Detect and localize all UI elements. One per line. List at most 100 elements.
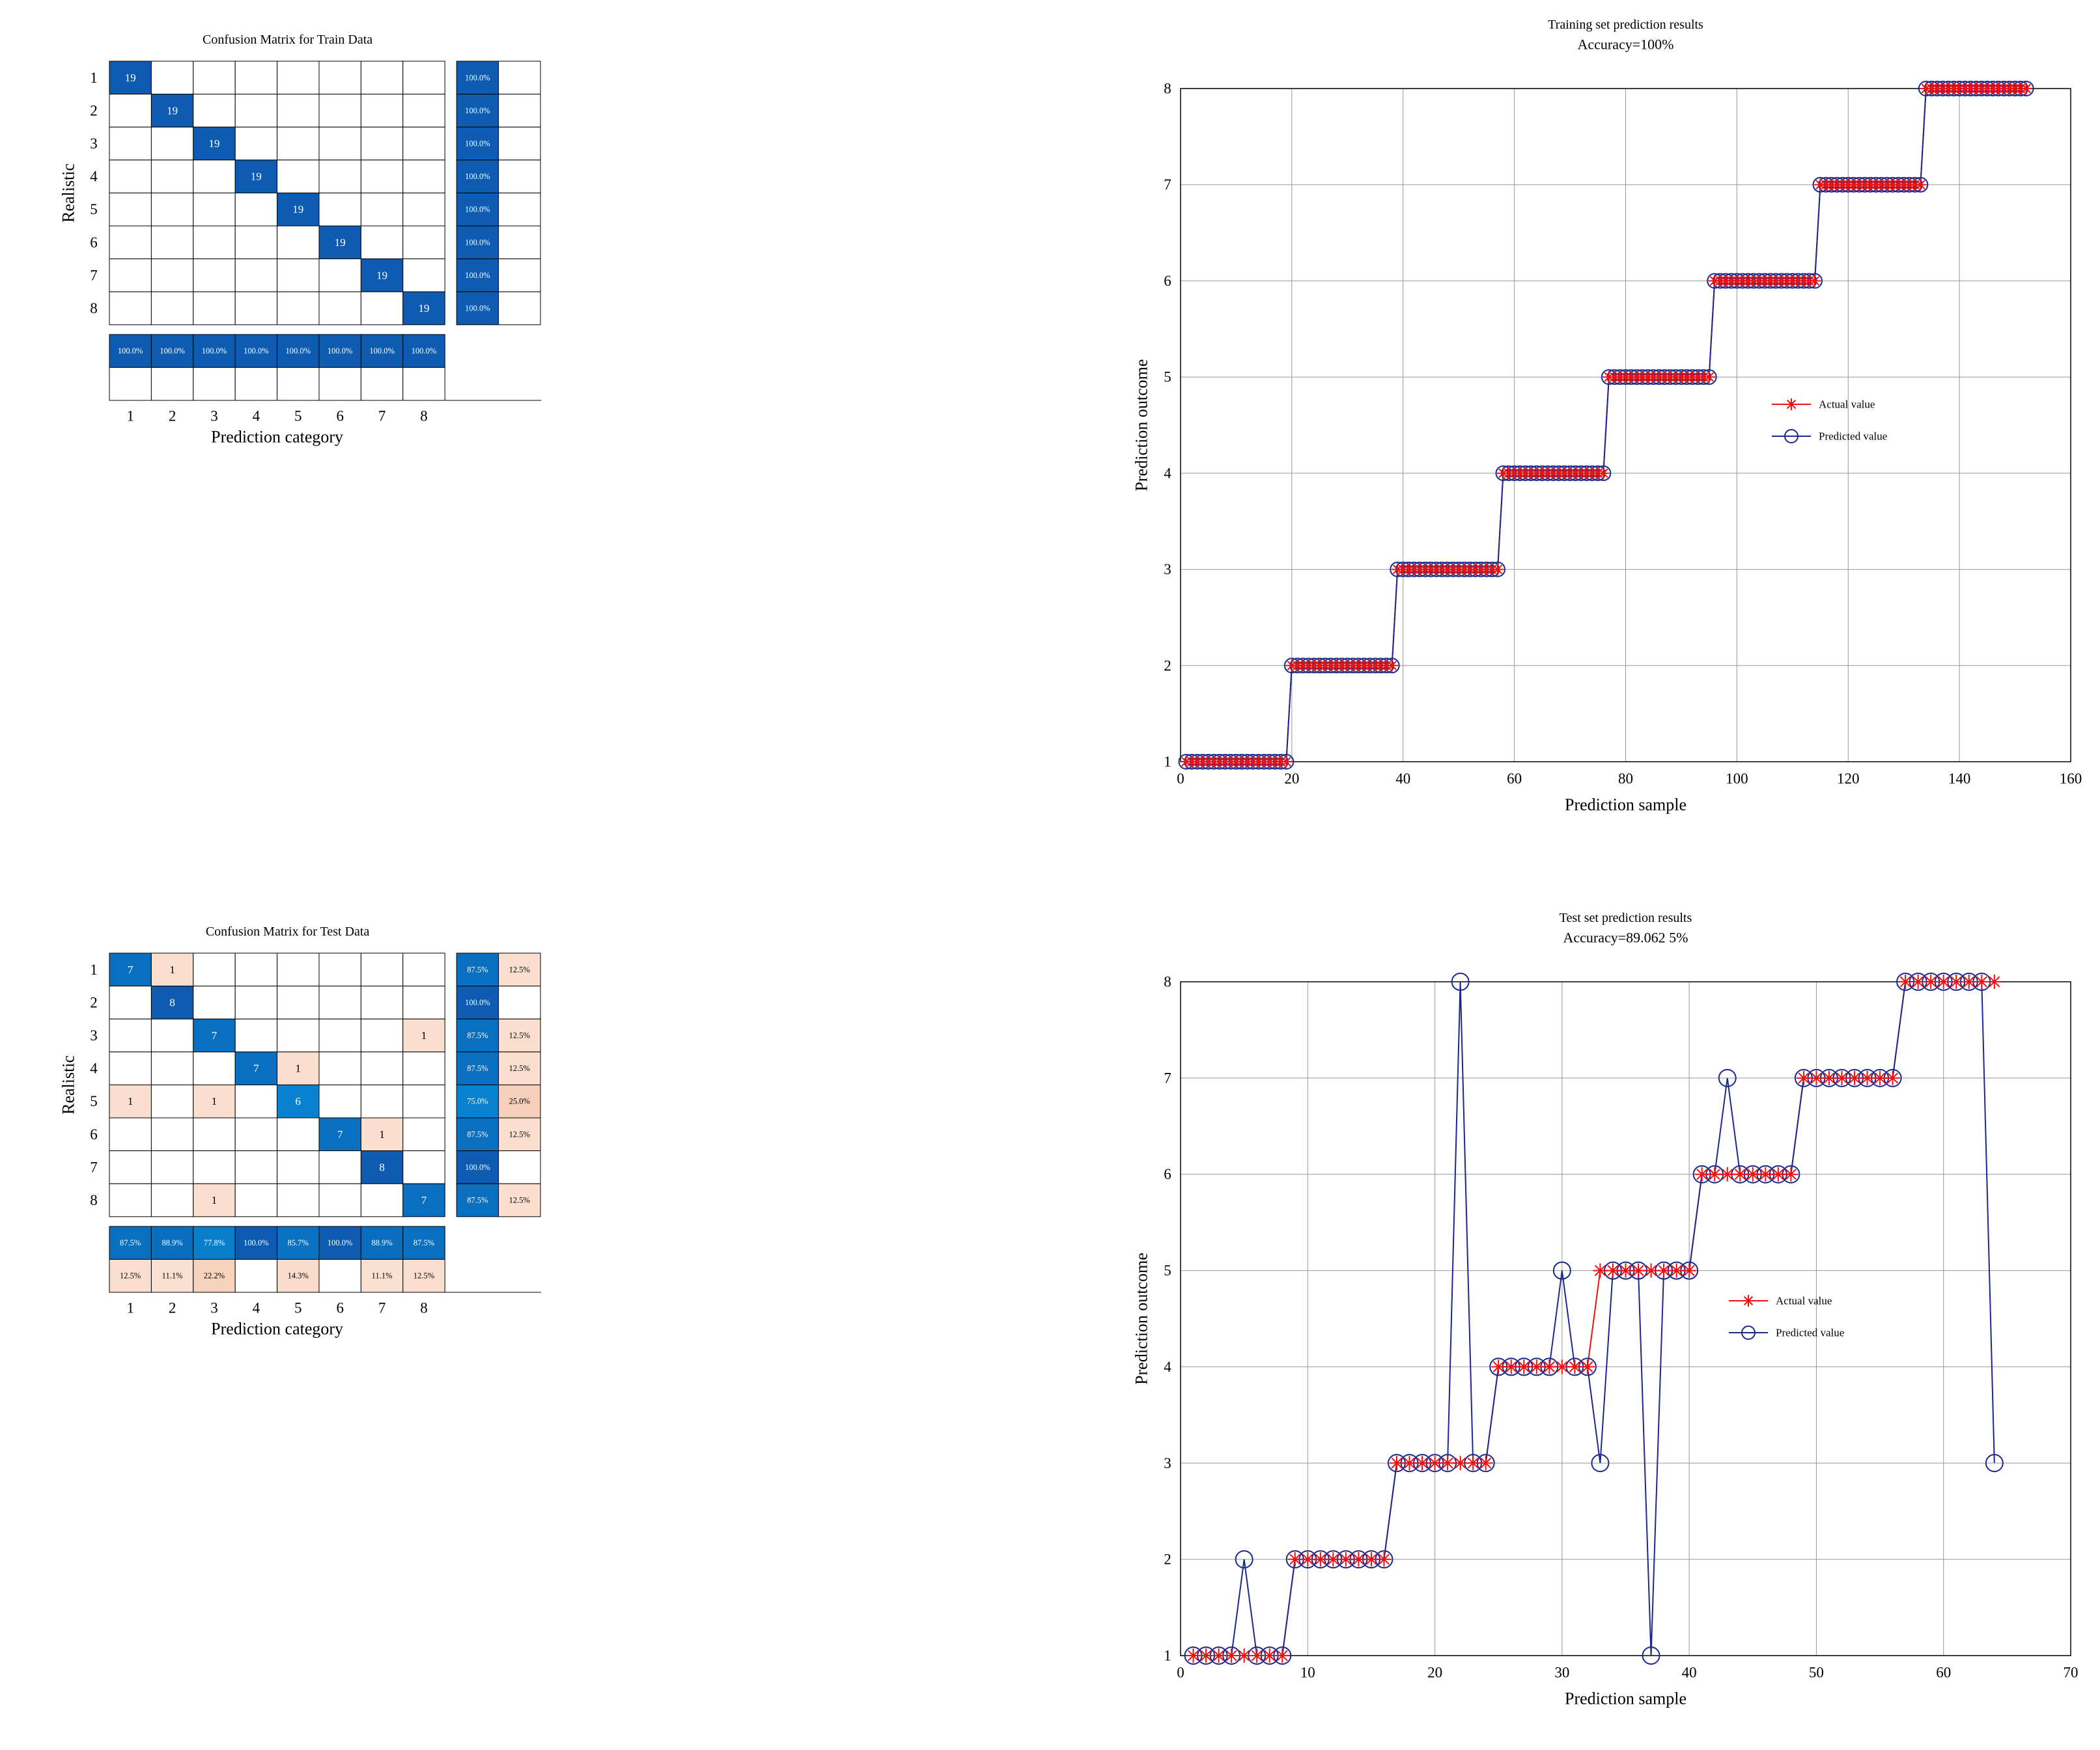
row-tick-label: 4 [90,1061,98,1077]
col-tick-label: 4 [253,1300,260,1316]
row-summary-correct [456,94,499,128]
matrix-cell [193,1150,236,1184]
cell-value: 1 [379,1128,385,1141]
row-summary-error [498,192,541,227]
y-tick-label: 5 [1164,369,1171,385]
row-tick-label: 5 [90,1093,98,1109]
plot-frame [1180,981,2071,1656]
col-summary-correct-label: 100.0% [328,1238,353,1247]
x-axis-label: Prediction sample [1565,1689,1687,1708]
actual-point [1911,974,1925,990]
col-summary-error [150,367,194,401]
row-summary-correct-label: 100.0% [465,271,490,280]
row-tick-label: 1 [90,70,98,86]
row-summary-error-label: 12.5% [509,965,530,974]
matrix-cell [234,1018,278,1053]
matrix-cell [193,160,236,193]
row-summary-correct [456,986,499,1020]
x-tick-label: 100 [1726,771,1748,787]
legend-marker-actual [1785,398,1797,410]
matrix-cell [109,1117,152,1152]
chart-title: Test set prediction results [1560,911,1692,925]
matrix-cell [150,1183,194,1217]
cell-value: 1 [169,964,175,976]
matrix-cell [402,160,445,193]
cell-value: 19 [376,269,387,281]
actual-point [1796,1070,1811,1085]
legend-marker-predicted [1741,1326,1756,1340]
matrix-cell [318,192,361,227]
matrix-cell [109,160,152,193]
row-summary-correct [456,1183,499,1217]
matrix-cell [402,986,445,1020]
matrix-cell [402,126,445,161]
col-summary-correct [109,1226,152,1260]
actual-point [1440,1456,1455,1471]
confusion-matrix-0: Confusion Matrix for Train Data 19 1 19 2 19 3… [59,33,542,447]
col-summary-error [360,1258,404,1293]
actual-point [2020,82,2032,95]
row-summary-error [498,258,541,292]
actual-point [1669,1263,1684,1278]
x-tick-label: 0 [1177,1665,1184,1681]
matrix-cell [360,952,404,987]
row-summary-error [498,160,541,193]
row-summary-error-label: 12.5% [509,1196,530,1205]
matrix-cell [277,952,320,987]
actual-point [1597,467,1610,480]
x-tick-label: 80 [1618,771,1633,787]
matrix-cell [277,1051,320,1085]
row-summary-error [498,986,541,1020]
x-tick-label: 40 [1682,1665,1697,1681]
matrix-cell [109,258,152,292]
matrix-cell [193,291,236,326]
actual-point [1733,1167,1748,1182]
matrix-cell [109,1051,152,1085]
actual-point [1542,1359,1557,1374]
col-tick-label: 5 [294,1300,302,1316]
matrix-cell [360,1051,404,1085]
matrix-cell [318,986,361,1020]
y-axis-label: Realistic [59,1055,78,1115]
actual-point [1377,1552,1392,1567]
row-tick-label: 2 [90,994,98,1010]
col-tick-label: 1 [126,408,134,424]
col-tick-label: 4 [253,408,260,424]
row-summary-error-label: 25.0% [509,1097,530,1106]
legend-label-predicted: Predicted value [1776,1327,1844,1339]
row-summary-error [498,1150,541,1184]
col-summary-error [360,367,404,401]
actual-point [1898,974,1913,990]
cell-value: 7 [128,964,133,976]
actual-point [1466,1456,1481,1471]
cell-value: 1 [212,1095,217,1107]
col-summary-correct-label: 100.0% [160,346,185,355]
cell-value: 19 [419,302,430,314]
matrix-cell [277,291,320,326]
y-tick-label: 2 [1164,1551,1171,1568]
matrix-cell [150,1084,194,1118]
actual-point [1809,1070,1824,1085]
actual-point [1771,1167,1785,1182]
matrix-cell [193,1117,236,1152]
actual-point [1860,1070,1875,1085]
matrix-cell [193,1051,236,1085]
row-summary-correct-label: 100.0% [465,106,490,115]
row-tick-label: 8 [90,1192,98,1208]
matrix-cell [318,160,361,193]
actual-point [1694,1167,1709,1182]
col-tick-label: 3 [210,1300,218,1316]
actual-point [1821,1070,1837,1085]
row-tick-label: 2 [90,102,98,118]
matrix-cell [193,61,236,95]
cell-value: 19 [125,72,136,84]
col-summary-correct-label: 100.0% [369,346,395,355]
matrix-cell [234,1051,278,1085]
actual-point [1580,1359,1595,1374]
row-summary-error [498,225,541,260]
col-summary-correct-label: 100.0% [244,346,269,355]
matrix-cell [360,94,404,128]
matrix-cell [318,61,361,95]
matrix-cell [277,1018,320,1053]
matrix-cell [318,1018,361,1053]
